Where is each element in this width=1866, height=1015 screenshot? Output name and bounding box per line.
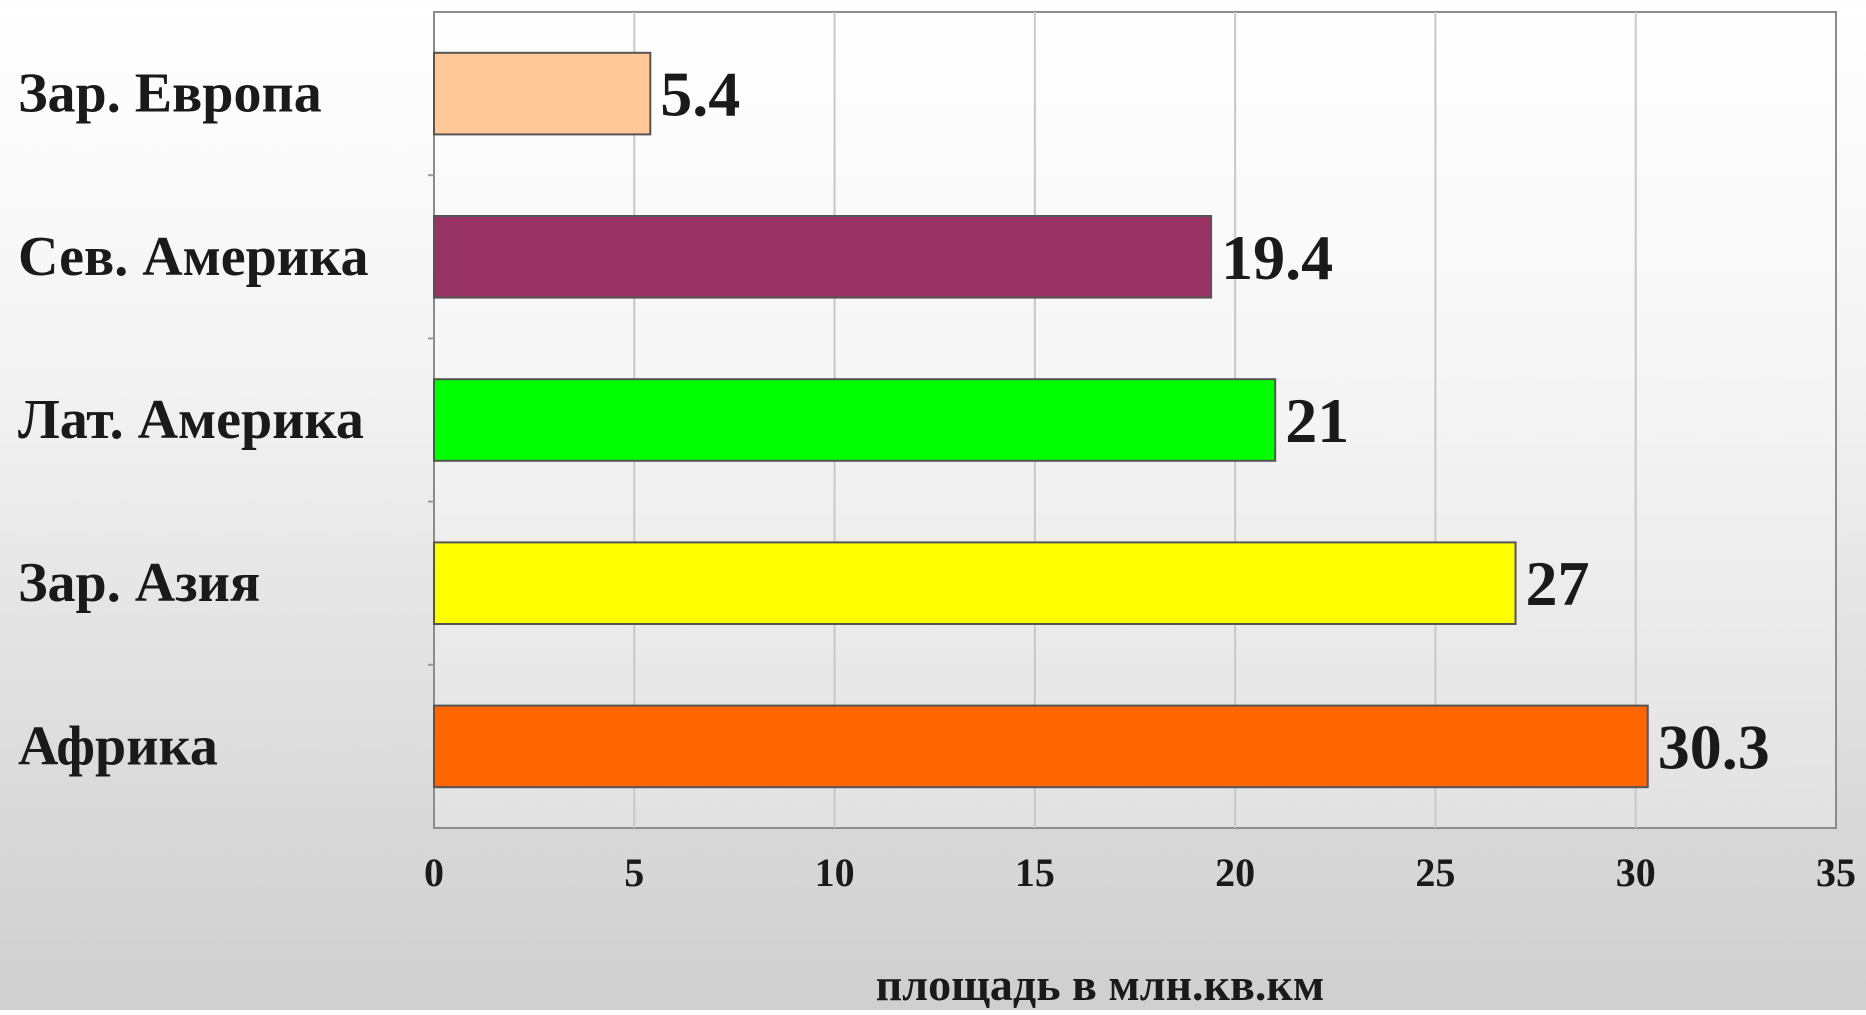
- data-label: 5.4: [660, 59, 740, 130]
- bar: [433, 378, 1277, 462]
- bars: [433, 51, 1649, 789]
- category-label: Зар. Европа: [18, 63, 322, 125]
- data-label: 19.4: [1221, 222, 1333, 293]
- bar: [433, 541, 1517, 626]
- x-axis-ticks: 0 5 10 15 20 25 30 35: [424, 850, 1856, 895]
- bar: [433, 51, 652, 136]
- x-tick-label: 0: [424, 850, 444, 895]
- x-axis-title: площадь в млн.кв.км: [876, 959, 1324, 1010]
- category-label: Сев. Америка: [18, 226, 369, 288]
- data-label: 27: [1526, 548, 1590, 619]
- gridlines: [428, 12, 1637, 828]
- x-tick-label: 15: [1015, 850, 1055, 895]
- x-tick-label: 10: [815, 850, 855, 895]
- category-labels: Зар. Европа Сев. Америка Лат. Америка Зар. …: [18, 63, 369, 778]
- data-label: 21: [1285, 385, 1349, 456]
- category-label: Африка: [18, 715, 218, 777]
- category-label: Зар. Азия: [18, 552, 260, 614]
- value-labels: 5.4 19.4 21 27 30.3: [660, 59, 1769, 783]
- bar: [433, 215, 1213, 299]
- data-label: 30.3: [1658, 711, 1770, 782]
- x-tick-label: 30: [1616, 850, 1656, 895]
- bar: [433, 704, 1649, 789]
- x-tick-label: 5: [624, 850, 644, 895]
- x-tick-label: 20: [1215, 850, 1255, 895]
- x-tick-label: 25: [1415, 850, 1455, 895]
- x-tick-label: 35: [1816, 850, 1856, 895]
- category-label: Лат. Америка: [18, 389, 364, 451]
